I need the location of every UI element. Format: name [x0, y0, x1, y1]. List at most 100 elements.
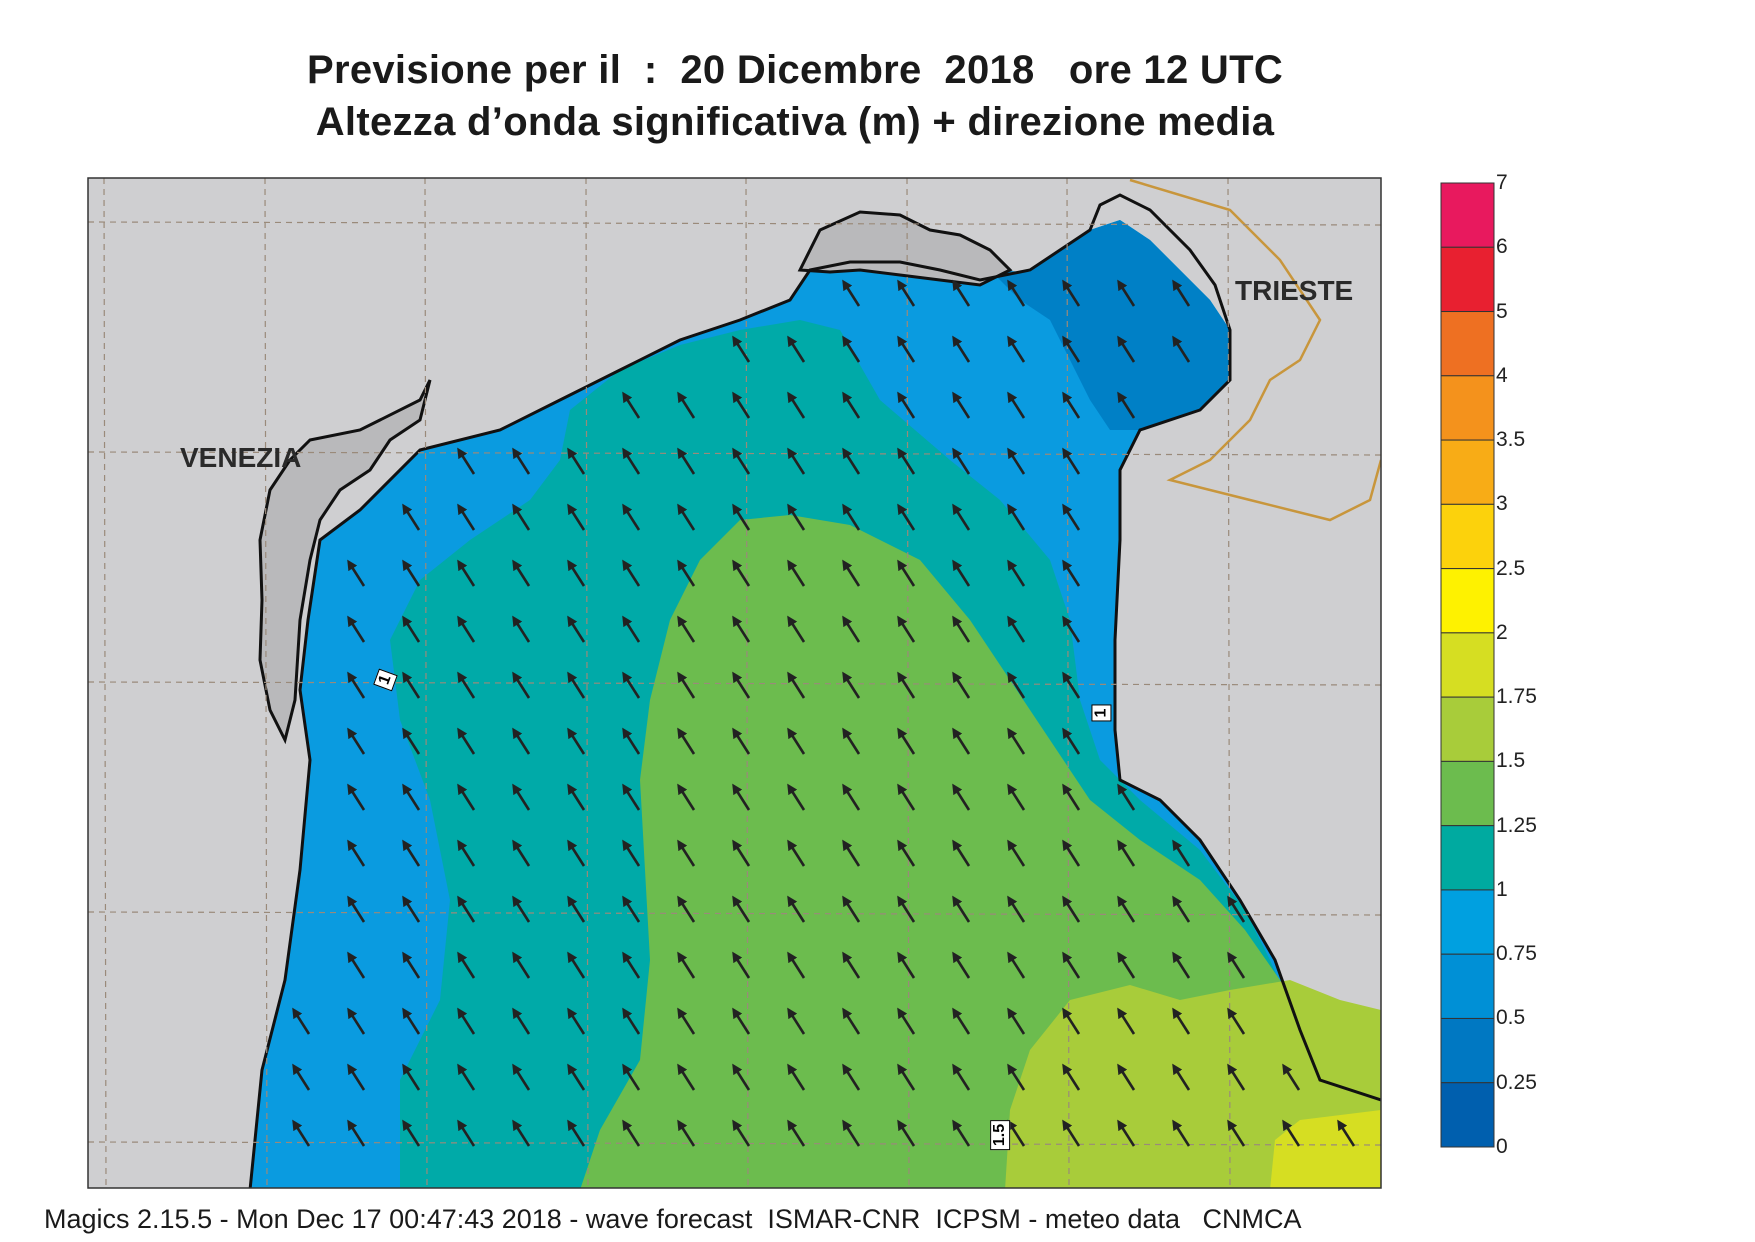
wave-arrow: [622, 559, 641, 587]
wave-arrow: [1062, 951, 1081, 979]
wave-arrow: [1062, 391, 1081, 419]
wave-arrow: [1062, 503, 1081, 531]
colorbar-swatch: [1440, 311, 1495, 377]
wave-arrow: [1007, 559, 1026, 587]
wave-arrow: [787, 1007, 806, 1035]
wave-arrow: [1227, 895, 1246, 923]
wave-arrow: [1172, 1063, 1191, 1091]
wave-arrow: [402, 1119, 421, 1147]
wave-arrow: [512, 951, 531, 979]
wave-arrow: [1117, 783, 1136, 811]
wave-arrow: [567, 559, 586, 587]
colorbar-swatch: [1440, 246, 1495, 313]
wave-arrow: [1062, 671, 1081, 699]
colorbar-tick-label: 0.5: [1496, 1006, 1526, 1030]
colorbar-tick-label: 3.5: [1496, 428, 1526, 452]
wave-arrow: [1062, 447, 1081, 475]
wave-arrow: [402, 1007, 421, 1035]
wave-arrow: [952, 727, 971, 755]
wave-arrow: [457, 559, 476, 587]
wave-arrow: [457, 1007, 476, 1035]
wave-arrow: [292, 1119, 311, 1147]
wave-arrow: [1062, 559, 1081, 587]
wave-arrow: [1282, 1063, 1301, 1091]
contour-label: 1.5: [990, 1119, 1011, 1151]
wave-arrow: [1007, 671, 1026, 699]
title-line-1: Previsione per il : 20 Dicembre 2018 ore…: [306, 48, 1284, 92]
wave-arrow: [622, 895, 641, 923]
colorbar-swatch: [1440, 1017, 1495, 1084]
wave-arrow: [952, 335, 971, 363]
wave-arrow: [402, 559, 421, 587]
grado-lagoon: [797, 210, 1013, 287]
wave-arrow: [1172, 279, 1191, 307]
wave-arrow: [1117, 1063, 1136, 1091]
wave-arrow: [732, 503, 751, 531]
wave-arrow: [622, 839, 641, 867]
wave-arrow: [787, 671, 806, 699]
colorbar-tick-label: 2: [1496, 620, 1508, 644]
wave-arrow: [1172, 335, 1191, 363]
wave-arrow: [952, 279, 971, 307]
wave-arrow: [512, 839, 531, 867]
wave-arrow: [347, 1119, 366, 1147]
wave-arrow: [512, 559, 531, 587]
wave-arrow: [787, 559, 806, 587]
wave-arrow: [677, 503, 696, 531]
wave-arrow: [622, 1007, 641, 1035]
wave-arrow: [897, 671, 916, 699]
wave-arrow: [842, 727, 861, 755]
wave-arrow: [1062, 895, 1081, 923]
wave-arrow: [1172, 1119, 1191, 1147]
colorbar-tick-label: 3: [1496, 492, 1508, 516]
wave-arrow: [1007, 503, 1026, 531]
wave-arrow: [292, 1063, 311, 1091]
wave-arrow: [1172, 951, 1191, 979]
wave-arrow: [567, 447, 586, 475]
wave-arrow: [622, 951, 641, 979]
wave-arrow: [732, 839, 751, 867]
wave-arrow: [457, 671, 476, 699]
wave-arrow: [1007, 895, 1026, 923]
wave-arrow: [787, 503, 806, 531]
colorbar-swatch: [1440, 503, 1495, 570]
wave-arrow: [842, 895, 861, 923]
wave-arrow: [1117, 1007, 1136, 1035]
colorbar-tick-label: 1.5: [1496, 749, 1526, 773]
wave-arrow: [677, 1007, 696, 1035]
wave-arrow: [1007, 1007, 1026, 1035]
wave-arrow: [512, 671, 531, 699]
wave-arrow: [842, 559, 861, 587]
colorbar-swatch: [1440, 182, 1495, 248]
wave-arrow: [512, 615, 531, 643]
wave-arrow: [347, 615, 366, 643]
wave-arrow: [567, 1007, 586, 1035]
colorbar-swatch: [1440, 953, 1495, 1019]
wave-arrow: [457, 895, 476, 923]
wave-arrow: [622, 671, 641, 699]
wave-arrow: [732, 671, 751, 699]
wave-arrow: [952, 839, 971, 867]
wave-arrow: [1007, 391, 1026, 419]
colorbar-swatch: [1440, 632, 1495, 698]
wave-arrow: [897, 559, 916, 587]
wave-arrow: [567, 671, 586, 699]
wave-arrow: [457, 783, 476, 811]
wave-arrow: [567, 1119, 586, 1147]
wave-arrow: [842, 615, 861, 643]
colorbar-tick-label: 1: [1496, 877, 1508, 901]
venice-lagoon: [258, 379, 432, 745]
wave-arrow: [897, 615, 916, 643]
wave-arrow: [1117, 279, 1136, 307]
wave-arrow: [1282, 1119, 1301, 1147]
wave-arrow: [897, 895, 916, 923]
wave-arrow: [457, 727, 476, 755]
wave-arrow: [1172, 1007, 1191, 1035]
wave-arrow: [897, 839, 916, 867]
wave-arrow: [952, 503, 971, 531]
wave-arrow: [622, 1119, 641, 1147]
wave-arrow: [347, 1063, 366, 1091]
wave-arrow: [292, 1007, 311, 1035]
wave-arrow: [897, 1007, 916, 1035]
wave-arrow: [567, 1063, 586, 1091]
